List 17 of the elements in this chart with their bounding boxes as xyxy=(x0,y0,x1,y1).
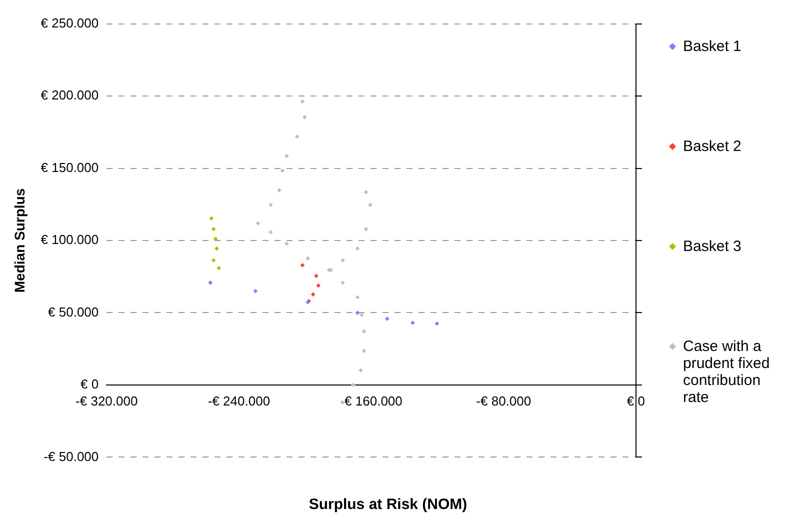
legend-label: Basket 1 xyxy=(683,38,742,55)
y-tick-label: € 100.000 xyxy=(40,232,99,248)
legend-label: Case with a prudent fixed contribution rate xyxy=(683,338,771,406)
x-tick-label: -€ 240.000 xyxy=(208,393,270,408)
y-tick-label: € 0 xyxy=(80,376,99,392)
legend-label: Basket 3 xyxy=(683,238,742,255)
y-tick-label: € 250.000 xyxy=(40,15,99,30)
y-tick-label: € 50.000 xyxy=(48,304,99,320)
x-axis-title: Surplus at Risk (NOM) xyxy=(308,496,468,513)
x-tick-label: -€ 320.000 xyxy=(76,393,138,408)
y-tick-label: € 200.000 xyxy=(40,88,99,103)
y-tick-label: € 150.000 xyxy=(40,160,99,175)
x-tick-label: € 0 xyxy=(626,393,646,408)
y-axis-title: Median Surplus xyxy=(11,188,28,293)
y-tick-label: -€ 50.000 xyxy=(44,448,99,464)
legend-label: Basket 2 xyxy=(683,138,742,155)
x-tick-label: -€ 80.000 xyxy=(476,393,532,408)
